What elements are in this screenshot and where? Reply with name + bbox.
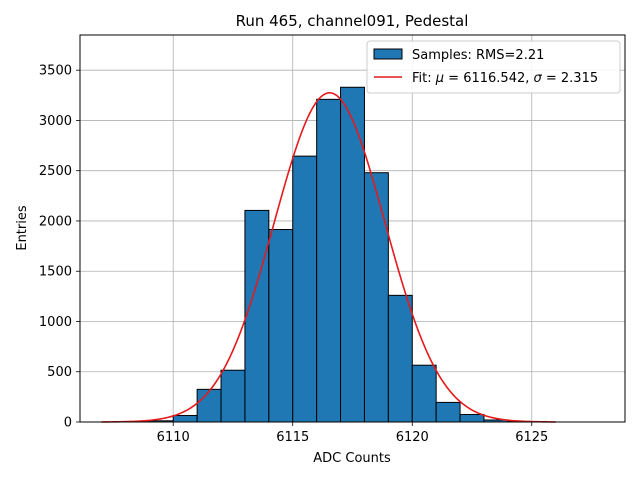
histogram-bar [292, 155, 318, 423]
y-tick-label: 1000 [39, 315, 72, 330]
histogram-bar [387, 294, 413, 423]
legend-fit-sigma-symbol: σ [534, 71, 543, 86]
legend-fit-sigma-text: = 2.315 [542, 71, 598, 86]
y-axis-ticks: 0 500 1000 1500 2000 2500 3000 3500 [39, 64, 80, 431]
y-tick-label: 2500 [39, 164, 72, 179]
chart-title: Run 465, channel091, Pedestal [236, 12, 469, 30]
y-tick-label: 2000 [39, 214, 72, 229]
x-tick-label: 6115 [276, 430, 309, 445]
histogram-bar [220, 369, 246, 423]
histogram-bar [244, 209, 270, 423]
x-axis-label: ADC Counts [313, 451, 391, 466]
histogram-bar [268, 229, 294, 423]
x-axis-ticks: 6110 6115 6120 6125 [157, 422, 548, 445]
histogram-bar [363, 172, 389, 423]
x-tick-label: 6125 [515, 430, 548, 445]
y-tick-label: 500 [47, 365, 72, 380]
legend-histogram-swatch [373, 48, 403, 60]
x-tick-label: 6110 [157, 430, 190, 445]
legend-fit-mu-symbol: μ [435, 71, 444, 86]
legend-fit-label: Fit: μ = 6116.542, σ = 2.315 [412, 71, 598, 86]
legend-fit-prefix: Fit: [412, 71, 436, 86]
gaussian-fit-curve [101, 92, 556, 423]
histogram-bar [459, 413, 485, 423]
histogram-bar [340, 86, 365, 423]
x-tick-label: 6120 [396, 430, 429, 445]
histogram-bar [196, 388, 222, 423]
legend: Samples: RMS=2.21 Fit: μ = 6116.542, σ =… [366, 40, 621, 94]
histogram-bar [316, 98, 342, 423]
histogram-bar [435, 401, 461, 423]
y-axis-label: Entries [15, 205, 30, 251]
histogram-bar [172, 414, 198, 423]
fit-curve-layer [101, 92, 556, 423]
legend-histogram-label: Samples: RMS=2.21 [412, 48, 544, 63]
histogram-bars [124, 86, 533, 423]
legend-fit-mu-text: = 6116.542, [444, 71, 533, 86]
y-tick-label: 0 [64, 416, 72, 431]
y-tick-label: 3000 [39, 114, 72, 129]
plot-frame [79, 34, 626, 423]
histogram-bar [411, 364, 437, 423]
y-tick-label: 1500 [39, 265, 72, 280]
y-tick-label: 3500 [39, 64, 72, 79]
legend-box [366, 40, 621, 94]
